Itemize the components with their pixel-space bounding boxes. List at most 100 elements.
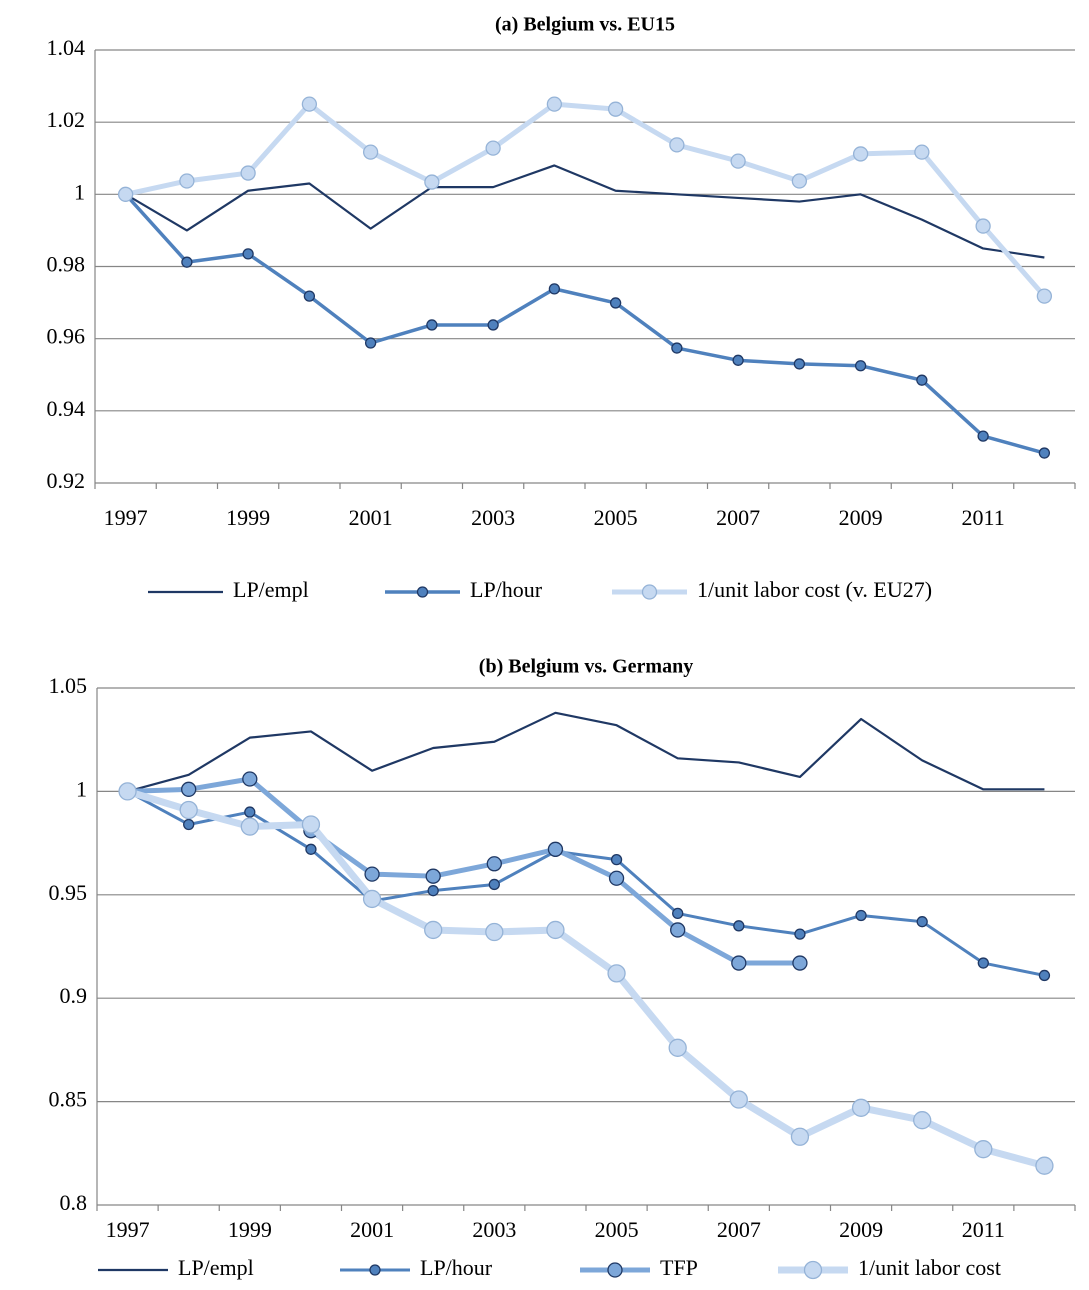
y-tick-label: 1.04 <box>47 35 86 60</box>
point <box>974 1140 993 1159</box>
point <box>671 342 683 354</box>
y-tick-label: 1 <box>76 776 87 801</box>
legend-marker <box>607 1262 623 1278</box>
x-tick-label: 2011 <box>962 1217 1005 1242</box>
point <box>424 920 443 940</box>
y-tick-label: 0.92 <box>47 468 86 493</box>
chart: (a) Belgium vs. EU15 0.92 0.94 0.96 0.98 1 1.0… <box>47 14 1076 602</box>
x-tick-label: 2001 <box>350 1217 394 1242</box>
point <box>668 1038 687 1057</box>
x-tick-label: 2009 <box>839 505 883 530</box>
point <box>364 866 380 882</box>
point <box>729 1090 748 1109</box>
chart-title: (a) Belgium vs. EU15 <box>495 14 675 36</box>
point <box>1036 288 1053 304</box>
point <box>183 818 195 831</box>
point <box>364 337 377 349</box>
point <box>733 920 745 932</box>
point <box>914 144 930 160</box>
x-tick-label: 2001 <box>349 505 393 530</box>
point <box>117 186 134 202</box>
y-tick-label: 0.96 <box>47 324 86 349</box>
point <box>118 782 137 801</box>
y-tick-label: 0.9 <box>60 983 88 1008</box>
point <box>607 964 626 983</box>
point <box>425 868 441 884</box>
chart: (b) Belgium vs. Germany 0.8 0.85 0.9 0.95 1 1.… <box>49 656 1076 1280</box>
point <box>244 806 256 818</box>
point <box>427 885 439 897</box>
point <box>975 218 991 234</box>
legend-label: 1/unit labor cost <box>858 1255 1001 1280</box>
point <box>485 140 501 156</box>
x-tick-label: 1999 <box>226 505 270 530</box>
legend-marker <box>641 584 658 600</box>
legend-label: TFP <box>660 1255 698 1280</box>
legend-label: LP/hour <box>420 1255 493 1280</box>
point <box>852 146 869 162</box>
series-line <box>125 164 1045 259</box>
chart-title: (b) Belgium vs. Germany <box>479 656 693 678</box>
legend-label: LP/empl <box>178 1255 254 1280</box>
point <box>181 781 197 797</box>
point <box>1038 447 1051 459</box>
series-line <box>125 101 1047 298</box>
x-tick-label: 2003 <box>472 1217 516 1242</box>
point <box>301 815 321 834</box>
x-tick-label: 2005 <box>595 1217 639 1242</box>
point <box>362 889 382 909</box>
point <box>548 283 561 295</box>
point <box>485 922 504 942</box>
x-tick-label: 2005 <box>594 505 638 530</box>
point <box>732 354 744 366</box>
series-line <box>127 711 1045 793</box>
point <box>730 153 746 169</box>
x-tick-label: 2007 <box>716 505 760 530</box>
point <box>913 1111 932 1130</box>
y-tick-label: 1.05 <box>49 673 88 698</box>
point <box>362 144 379 160</box>
point <box>242 248 254 260</box>
point <box>916 916 928 928</box>
point <box>546 96 563 112</box>
y-tick-label: 0.94 <box>47 396 86 421</box>
y-tick-label: 0.85 <box>49 1087 88 1112</box>
point <box>609 297 622 309</box>
point <box>1035 1156 1054 1175</box>
point <box>669 137 685 153</box>
x-tick-label: 2003 <box>471 505 515 530</box>
point <box>242 771 258 787</box>
point <box>794 928 806 940</box>
legend-label: LP/empl <box>233 577 309 602</box>
x-tick-label: 1999 <box>228 1217 272 1242</box>
point <box>792 955 808 971</box>
series-line <box>126 790 1045 977</box>
point <box>240 817 259 836</box>
point <box>855 909 867 922</box>
point <box>731 955 747 971</box>
point <box>486 856 502 872</box>
y-tick-label: 1 <box>74 179 85 204</box>
series-line <box>127 776 800 966</box>
point <box>672 907 684 920</box>
x-tick-label: 1997 <box>104 505 148 530</box>
x-tick-label: 2011 <box>962 505 1005 530</box>
legend-label: 1/unit labor cost (v. EU27) <box>697 577 932 602</box>
point <box>179 800 198 820</box>
legend-marker <box>369 1264 381 1276</box>
point <box>426 319 438 331</box>
point <box>916 374 928 386</box>
point <box>791 173 808 189</box>
point <box>610 853 623 866</box>
point <box>305 843 317 855</box>
x-tick-label: 2009 <box>839 1217 883 1242</box>
point <box>424 174 440 190</box>
y-tick-label: 0.98 <box>47 252 86 277</box>
point <box>179 173 195 189</box>
legend-marker <box>416 586 429 598</box>
point <box>301 96 318 112</box>
point <box>607 101 624 117</box>
point <box>240 165 256 181</box>
